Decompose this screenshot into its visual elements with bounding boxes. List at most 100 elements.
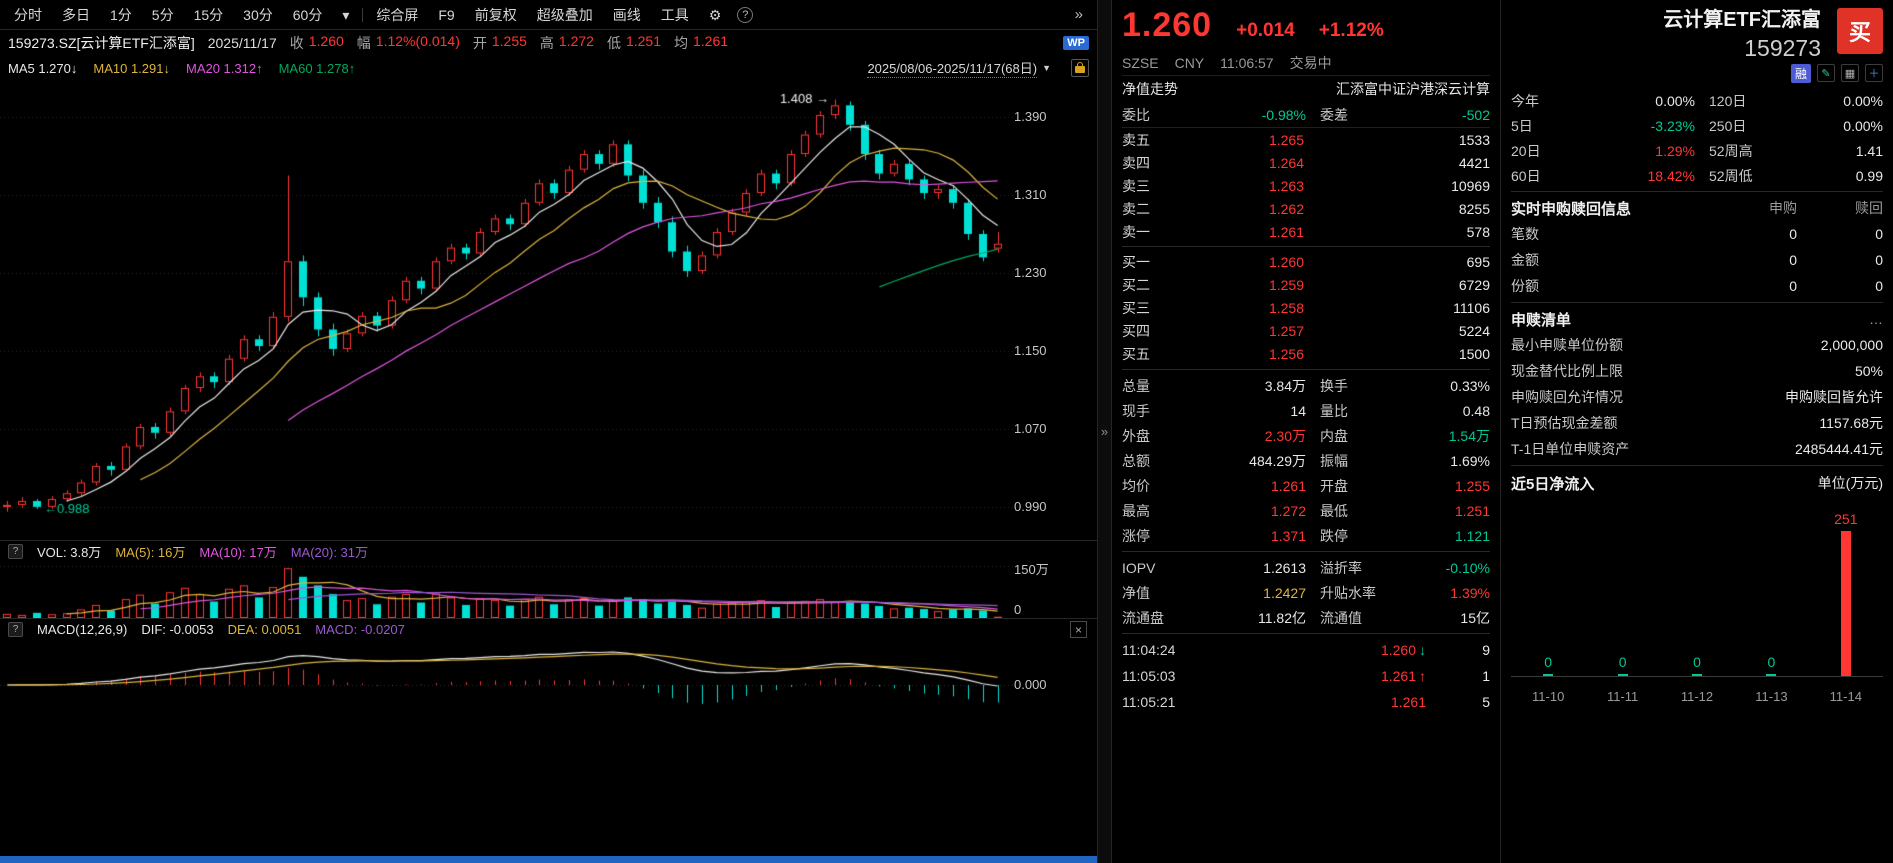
toolbar-period-1[interactable]: 分时	[14, 6, 42, 23]
perf-value: -3.23%	[1650, 117, 1695, 134]
info-field-label: 幅	[356, 35, 371, 51]
stat-value: 1.255	[1454, 477, 1490, 494]
toolbar-menu-6[interactable]: 工具	[660, 6, 689, 23]
fund-index-name[interactable]: 汇添富中证沪港深云计算	[1336, 81, 1490, 97]
bid-row-1[interactable]: 买一 1.260 695	[1122, 250, 1490, 273]
margin-trading-badge[interactable]: 融	[1790, 63, 1811, 83]
toolbar-period-5[interactable]: 15分	[193, 6, 224, 23]
info-field: 高 1.272	[540, 33, 594, 53]
ask-row-1[interactable]: 卖五 1.265 1533	[1122, 128, 1490, 151]
info-bar: 159273.SZ[云计算ETF汇添富] 2025/11/17 收 1.260 幅 1…	[0, 30, 1097, 56]
stat-label: 总量	[1122, 377, 1150, 394]
buy-button[interactable]: 买	[1837, 8, 1883, 54]
order-book-bids: 买一 1.260 695 买二 1.259 6729 买三 1.258 11106 买四 1.257…	[1122, 250, 1490, 365]
toolbar-menu-4[interactable]: 超级叠加	[536, 6, 593, 23]
edit-icon[interactable]: ✎	[1817, 64, 1835, 82]
nav-trend-link[interactable]: 净值走势	[1122, 81, 1178, 97]
toolbar-period-3[interactable]: 1分	[110, 6, 132, 23]
stat-label: 量比	[1320, 402, 1348, 419]
bid-row-2[interactable]: 买二 1.259 6729	[1122, 273, 1490, 296]
flow-category-label: 11-13	[1755, 689, 1788, 704]
info-field: 低 1.251	[607, 33, 661, 53]
macd-help-icon[interactable]: ?	[8, 622, 23, 637]
subscription-rows: 笔数 0 0 金额 0 0 份额 0 0	[1511, 221, 1883, 299]
info-field-value: 1.251	[625, 33, 661, 49]
book-volume: 1533	[1458, 131, 1490, 148]
book-volume: 4421	[1458, 154, 1490, 171]
toolbar-period-4[interactable]: 5分	[151, 6, 174, 23]
ask-row-5[interactable]: 卖一 1.261 578	[1122, 220, 1490, 243]
macd-chart[interactable]	[0, 640, 1098, 856]
toolbar-menu-5[interactable]: 画线	[612, 6, 641, 23]
bid-row-3[interactable]: 买三 1.258 11106	[1122, 296, 1490, 319]
stat-row-6: 最高 1.272 最低 1.251	[1122, 498, 1490, 523]
volume-chart[interactable]	[0, 562, 1098, 618]
help-icon[interactable]: ?	[737, 6, 754, 23]
date-range-selector[interactable]: 2025/08/06-2025/11/17(68日) ▼	[867, 58, 1051, 78]
last-price: 1.260	[1122, 6, 1213, 44]
info-field-value: 1.261	[693, 33, 729, 49]
list-label: 申购赎回允许情况	[1511, 389, 1623, 405]
subscription-label: 金额	[1511, 252, 1539, 268]
volume-ma-label: MA(20): 31万	[290, 545, 369, 560]
info-field-label: 低	[606, 35, 621, 51]
stat-label: 升贴水率	[1320, 584, 1376, 601]
stat-row-10: 流通盘 11.82亿 流通值 15亿	[1122, 605, 1490, 630]
flow-bar-slot: 0 11-13	[1734, 497, 1808, 710]
ask-row-2[interactable]: 卖四 1.264 4421	[1122, 151, 1490, 174]
toolbar-period-6[interactable]: 30分	[243, 6, 273, 23]
perf-label: 5日	[1511, 117, 1533, 134]
toolbar-main: 分时 多日 1分 5分 15分 30分 60分 ▾ 综合屏 F9 前复权 超级叠加 画线 工具 ⚙ ?…	[0, 0, 1097, 30]
macd-panel-header: ? MACD(12,26,9) DIF: -0.0053 DEA: 0.0051…	[0, 618, 1097, 640]
toolbar-period-7[interactable]: 60分	[292, 6, 323, 23]
toolbar-menu-1[interactable]: 综合屏	[376, 6, 419, 23]
perf-row-1: 今年 0.00% 120日 0.00%	[1511, 88, 1883, 113]
list-row-3: 申购赎回允许情况 申购赎回皆允许	[1511, 384, 1883, 410]
book-volume: 1500	[1458, 345, 1490, 362]
ask-row-4[interactable]: 卖二 1.262 8255	[1122, 197, 1490, 220]
candlestick-chart[interactable]	[0, 80, 1098, 540]
book-volume: 578	[1466, 223, 1490, 240]
volume-help-icon[interactable]: ?	[8, 544, 23, 559]
quote-time: 11:06:57	[1220, 54, 1274, 71]
stat-value: 1.2427	[1263, 584, 1306, 601]
wp-badge-icon[interactable]: WP	[1063, 36, 1089, 50]
etf-header-icons: 融 ✎ ▦ ＋	[1511, 62, 1883, 84]
info-field-label: 均	[674, 35, 688, 51]
flow-value-label: 0	[1767, 654, 1776, 670]
toolbar-menu-3[interactable]: 前复权	[474, 6, 517, 23]
book-level-label: 卖四	[1122, 154, 1150, 171]
list-row-2: 现金替代比例上限 50%	[1511, 358, 1883, 384]
toolbar-menu-2[interactable]: F9	[438, 6, 455, 23]
stat-row-4: 总额 484.29万 振幅 1.69%	[1122, 448, 1490, 473]
ask-row-3[interactable]: 卖三 1.263 10969	[1122, 174, 1490, 197]
info-field: 收 1.260	[290, 33, 344, 53]
flow-value-label: 0	[1618, 654, 1627, 670]
flow-bar-slot: 0 11-11	[1585, 497, 1659, 710]
add-icon[interactable]: ＋	[1865, 64, 1883, 82]
close-icon[interactable]: ×	[1070, 621, 1087, 638]
flow-slots: 0 11-10 0 11-11 0 11-12 0 11-13 251 11-14	[1511, 497, 1883, 710]
symbol-label[interactable]: 159273.SZ[云计算ETF汇添富]	[8, 35, 195, 51]
lock-icon[interactable]	[1071, 59, 1089, 77]
tick-row-3: 11:05:21 1.261 5	[1122, 689, 1490, 715]
stat-label: 开盘	[1320, 477, 1348, 494]
gear-icon[interactable]: ⚙	[708, 6, 722, 23]
perf-label: 52周高	[1709, 142, 1753, 159]
bid-row-4[interactable]: 买四 1.257 5224	[1122, 319, 1490, 342]
list-label: 现金替代比例上限	[1511, 363, 1623, 379]
period-dropdown-icon[interactable]: ▾	[342, 6, 350, 23]
perf-label: 20日	[1511, 142, 1541, 159]
stat-label: 总额	[1122, 452, 1150, 469]
gallery-icon[interactable]: ▦	[1841, 64, 1859, 82]
stat-value: 2.30万	[1264, 427, 1306, 444]
toolbar-period-2[interactable]: 多日	[62, 6, 90, 23]
price-change: +0.014	[1236, 20, 1295, 41]
bid-row-5[interactable]: 买五 1.256 1500	[1122, 342, 1490, 365]
panel-collapse-handle[interactable]: »	[1098, 0, 1112, 863]
macd-title[interactable]: MACD(12,26,9)	[37, 622, 128, 637]
toolbar-separator	[362, 7, 364, 22]
toolbar-more-icon[interactable]: »	[1074, 6, 1083, 23]
more-icon[interactable]: …	[1869, 311, 1883, 327]
volume-ma-label: MA(10): 17万	[199, 545, 277, 560]
